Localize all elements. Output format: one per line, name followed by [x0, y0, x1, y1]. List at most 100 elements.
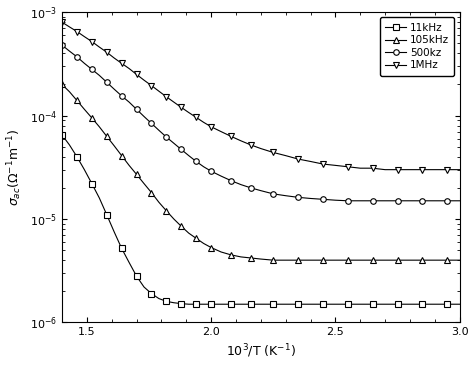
105kHz: [258, 257, 264, 261]
Legend: 11kHz, 105kHz, 500kz, 1MHz: 11kHz, 105kHz, 500kz, 1MHz: [380, 17, 455, 76]
11kHz: [104, 213, 109, 217]
105kHz: [171, 217, 177, 221]
1MHz: [238, 139, 244, 143]
105kHz: [238, 255, 244, 259]
11kHz: [126, 260, 132, 265]
1MHz: [156, 89, 162, 93]
105kHz: [156, 200, 162, 205]
105kHz: [218, 250, 224, 254]
1MHz: [382, 168, 388, 172]
500kz: [432, 199, 438, 203]
500kz: [218, 174, 224, 178]
1MHz: [357, 166, 363, 171]
500kz: [149, 121, 155, 126]
105kHz: [457, 258, 463, 262]
500kz: [457, 199, 463, 203]
105kHz: [193, 236, 199, 240]
1MHz: [171, 100, 177, 104]
500kz: [178, 147, 184, 152]
500kz: [345, 199, 351, 203]
1MHz: [320, 162, 326, 166]
Line: 11kHz: 11kHz: [59, 132, 463, 307]
500kz: [193, 159, 199, 164]
11kHz: [218, 302, 224, 306]
500kz: [248, 186, 254, 190]
11kHz: [295, 302, 301, 306]
1MHz: [457, 168, 463, 172]
105kHz: [96, 124, 102, 129]
500kz: [141, 114, 147, 119]
105kHz: [270, 258, 276, 262]
1MHz: [258, 146, 264, 151]
11kHz: [382, 302, 388, 306]
11kHz: [67, 143, 73, 147]
Line: 1MHz: 1MHz: [59, 19, 463, 172]
105kHz: [333, 258, 338, 262]
1MHz: [295, 157, 301, 161]
11kHz: [149, 291, 155, 296]
500kz: [96, 73, 102, 78]
500kz: [134, 107, 139, 112]
105kHz: [141, 182, 147, 186]
X-axis label: 10$^3$/T (K$^{-1}$): 10$^3$/T (K$^{-1}$): [226, 343, 296, 361]
11kHz: [208, 302, 214, 306]
1MHz: [74, 29, 80, 34]
500kz: [238, 182, 244, 187]
500kz: [395, 199, 401, 203]
11kHz: [308, 302, 313, 306]
11kHz: [457, 302, 463, 306]
1MHz: [193, 115, 199, 120]
11kHz: [201, 302, 207, 306]
1MHz: [308, 159, 313, 164]
11kHz: [164, 299, 169, 303]
11kHz: [119, 246, 125, 251]
500kz: [164, 135, 169, 139]
Line: 500kz: 500kz: [59, 42, 463, 203]
1MHz: [126, 66, 132, 71]
500kz: [119, 94, 125, 98]
500kz: [320, 197, 326, 202]
1MHz: [218, 130, 224, 134]
11kHz: [444, 302, 450, 306]
105kHz: [295, 258, 301, 262]
1MHz: [164, 94, 169, 99]
500kz: [283, 194, 289, 198]
11kHz: [238, 302, 244, 306]
500kz: [104, 80, 109, 85]
1MHz: [444, 168, 450, 172]
1MHz: [208, 124, 214, 129]
11kHz: [59, 133, 65, 137]
1MHz: [186, 110, 191, 115]
11kHz: [320, 302, 326, 306]
11kHz: [395, 302, 401, 306]
500kz: [258, 188, 264, 193]
105kHz: [126, 163, 132, 168]
500kz: [156, 128, 162, 132]
500kz: [419, 199, 425, 203]
500kz: [111, 87, 117, 92]
11kHz: [193, 302, 199, 306]
105kHz: [444, 258, 450, 262]
500kz: [59, 43, 65, 47]
11kHz: [186, 302, 191, 306]
500kz: [357, 199, 363, 203]
105kHz: [178, 224, 184, 228]
105kHz: [345, 258, 351, 262]
105kHz: [82, 107, 87, 112]
500kz: [444, 199, 450, 203]
1MHz: [395, 168, 401, 172]
11kHz: [370, 302, 375, 306]
105kHz: [370, 258, 375, 262]
105kHz: [308, 258, 313, 262]
500kz: [270, 192, 276, 196]
105kHz: [89, 116, 95, 120]
1MHz: [201, 120, 207, 124]
11kHz: [82, 168, 87, 172]
11kHz: [333, 302, 338, 306]
11kHz: [432, 302, 438, 306]
105kHz: [149, 190, 155, 195]
105kHz: [320, 258, 326, 262]
105kHz: [228, 253, 234, 257]
500kz: [208, 169, 214, 173]
Line: 105kHz: 105kHz: [59, 82, 463, 263]
